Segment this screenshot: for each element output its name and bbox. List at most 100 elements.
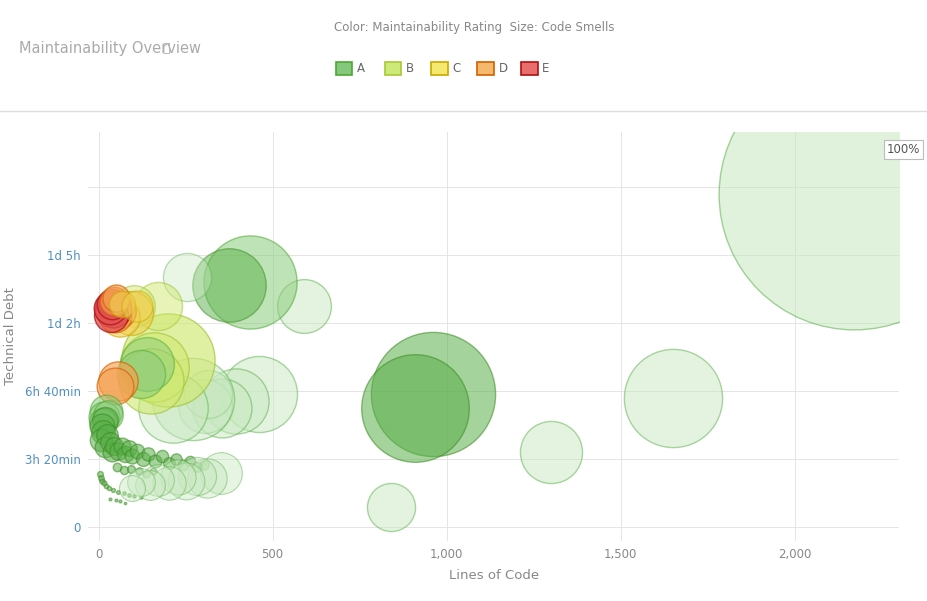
- Point: [95, 476, 109, 486]
- Point: [666, 393, 680, 403]
- Point: [95, 422, 109, 432]
- Point: [127, 301, 142, 311]
- Point: [189, 463, 204, 472]
- Point: [425, 389, 440, 399]
- Point: [118, 498, 133, 508]
- Point: [251, 389, 266, 399]
- Point: [185, 394, 200, 404]
- Point: [125, 483, 140, 493]
- Point: [97, 442, 112, 452]
- Point: [179, 476, 194, 486]
- Y-axis label: Technical Debt: Technical Debt: [4, 288, 17, 385]
- Point: [102, 438, 117, 447]
- Point: [106, 305, 121, 314]
- Text: 100%: 100%: [887, 143, 921, 156]
- Point: [151, 301, 166, 311]
- Point: [121, 490, 136, 499]
- Point: [103, 494, 118, 504]
- Point: [121, 444, 136, 453]
- Point: [197, 460, 211, 469]
- Point: [160, 356, 175, 365]
- Text: C: C: [452, 62, 461, 75]
- Text: A: A: [357, 62, 365, 75]
- Point: [180, 272, 195, 281]
- Point: [102, 483, 117, 493]
- Point: [100, 410, 115, 419]
- Point: [130, 446, 145, 456]
- Point: [105, 299, 120, 309]
- Point: [123, 308, 138, 317]
- Point: [151, 475, 166, 484]
- Point: [94, 435, 108, 445]
- Point: [127, 491, 142, 501]
- Point: [107, 441, 121, 450]
- Point: [106, 485, 121, 495]
- Point: [94, 474, 108, 483]
- Point: [111, 446, 126, 456]
- Point: [133, 369, 148, 379]
- Point: [95, 417, 110, 427]
- Point: [102, 303, 117, 313]
- Point: [161, 458, 176, 468]
- Text: Maintainability Overview: Maintainability Overview: [19, 41, 200, 55]
- Point: [142, 480, 157, 490]
- Point: [297, 301, 311, 311]
- X-axis label: Lines of Code: Lines of Code: [449, 569, 539, 582]
- Point: [111, 376, 126, 386]
- Point: [116, 465, 131, 475]
- Point: [93, 469, 108, 479]
- Point: [108, 294, 123, 304]
- Point: [130, 301, 145, 311]
- Point: [189, 471, 204, 481]
- Point: [139, 469, 154, 479]
- Point: [99, 407, 114, 416]
- Point: [96, 427, 111, 437]
- Point: [99, 481, 114, 491]
- Point: [133, 478, 148, 487]
- Point: [147, 456, 162, 465]
- Text: Color: Maintainability Rating  Size: Code Smells: Color: Maintainability Rating Size: Code…: [334, 21, 615, 34]
- Point: [146, 466, 160, 475]
- Point: [846, 189, 861, 198]
- Point: [105, 448, 120, 457]
- Point: [229, 397, 244, 406]
- Point: [146, 362, 161, 372]
- Point: [197, 401, 212, 411]
- Point: [99, 430, 114, 440]
- Point: [155, 451, 170, 461]
- Point: [135, 454, 150, 464]
- Point: [111, 487, 126, 496]
- Point: [215, 403, 230, 413]
- Point: [169, 454, 184, 464]
- Point: [144, 376, 159, 386]
- Text: D: D: [499, 62, 508, 75]
- Point: [175, 460, 190, 469]
- Point: [108, 381, 122, 391]
- Point: [97, 412, 112, 422]
- Point: [543, 448, 558, 457]
- Point: [111, 306, 126, 316]
- Point: [408, 403, 423, 413]
- Point: [125, 451, 140, 460]
- Point: [213, 468, 228, 478]
- Point: [118, 449, 133, 459]
- Point: [109, 463, 124, 472]
- Point: [222, 281, 236, 290]
- Point: [113, 496, 128, 506]
- Point: [116, 489, 131, 498]
- Point: [132, 466, 146, 476]
- Point: [98, 415, 113, 424]
- Point: [183, 456, 197, 466]
- Point: [104, 310, 119, 320]
- Point: [107, 296, 121, 306]
- Point: [141, 449, 156, 459]
- Point: [113, 313, 128, 322]
- Text: B: B: [406, 62, 414, 75]
- Point: [114, 441, 129, 450]
- Point: [199, 474, 214, 483]
- Point: [114, 299, 129, 309]
- Point: [123, 464, 138, 474]
- Point: [96, 478, 111, 488]
- Point: [139, 359, 154, 368]
- Text: E: E: [542, 62, 550, 75]
